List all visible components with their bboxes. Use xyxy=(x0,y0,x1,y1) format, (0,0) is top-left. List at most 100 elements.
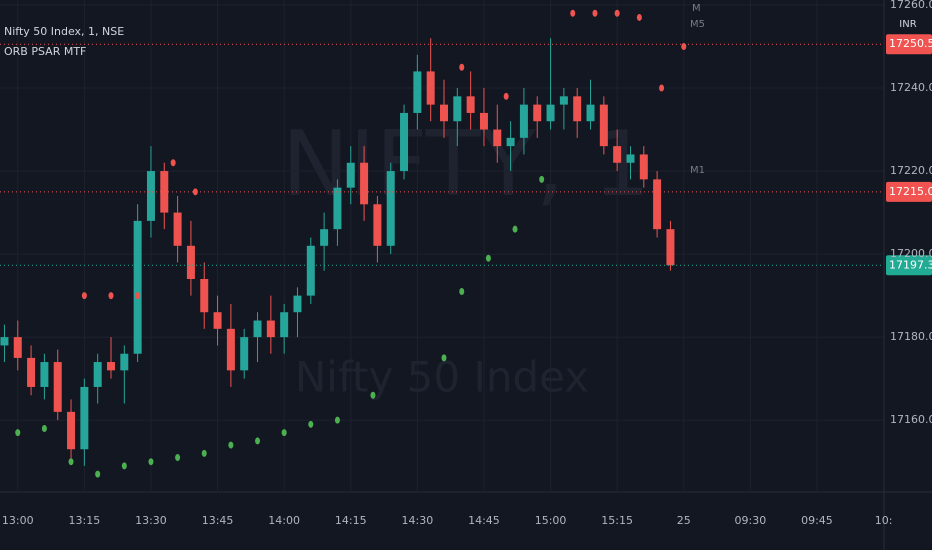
plot xyxy=(0,9,687,478)
psar-dot xyxy=(41,424,47,432)
x-tick-label: 13:00 xyxy=(2,514,34,527)
candle-body xyxy=(533,104,542,122)
psar-dot xyxy=(135,292,141,300)
psar-dot xyxy=(81,292,87,300)
overlay: 17250.55 17215.00 17197.30 xyxy=(0,34,932,276)
psar-dot xyxy=(592,9,598,17)
x-tick-label: 14:15 xyxy=(335,514,367,527)
psar-dot xyxy=(201,449,207,457)
candle-body xyxy=(653,179,662,230)
candle-body xyxy=(599,104,608,147)
indicator-name: ORB PSAR MTF xyxy=(4,45,86,58)
psar-dot xyxy=(308,420,314,428)
psar-dot xyxy=(659,84,665,92)
psar-dot xyxy=(636,13,642,21)
candle-body xyxy=(253,320,262,338)
x-tick-label: 14:45 xyxy=(468,514,500,527)
price-label: 17250.55 xyxy=(889,37,932,50)
psar-dot xyxy=(192,188,198,196)
candle-body xyxy=(639,154,648,180)
annotation: M5 xyxy=(690,19,705,30)
candle-body xyxy=(386,171,395,246)
x-tick-label: 15:00 xyxy=(535,514,567,527)
psar-dot xyxy=(539,175,545,183)
candle-body xyxy=(320,229,329,246)
psar-dot xyxy=(121,462,127,470)
x-tick-label: 09:45 xyxy=(801,514,833,527)
candle-body xyxy=(80,386,89,450)
price-label: 17215.00 xyxy=(889,185,932,198)
candle-body xyxy=(107,362,115,371)
x-tick-label: 10: xyxy=(875,514,893,527)
candle-body xyxy=(40,362,49,387)
candle-body xyxy=(186,245,195,280)
candle-body xyxy=(546,104,555,122)
candle-body xyxy=(453,96,462,122)
psar-dot xyxy=(170,159,176,167)
candle-body xyxy=(400,112,409,172)
candle-body xyxy=(266,320,275,338)
candle-body xyxy=(13,337,22,358)
candle-body xyxy=(493,129,502,147)
candle-body xyxy=(413,71,422,113)
psar-dot xyxy=(255,437,261,445)
y-tick-label: 17200.00 xyxy=(890,247,932,260)
x-tick-label: 13:30 xyxy=(135,514,167,527)
psar-dot xyxy=(108,292,114,300)
candle-body xyxy=(559,96,568,105)
psar-dot xyxy=(681,43,687,51)
candle-body xyxy=(293,295,302,313)
psar-dot xyxy=(281,429,287,437)
psar-dot xyxy=(441,354,447,362)
candle-body xyxy=(373,204,382,246)
x-tick-label: 25 xyxy=(677,514,691,527)
candle-body xyxy=(479,112,488,130)
psar-dot xyxy=(459,287,465,295)
x-tick-label: 15:15 xyxy=(601,514,633,527)
y-tick-label: 17160.00 xyxy=(890,413,932,426)
psar-dot xyxy=(614,9,620,17)
candle-body xyxy=(133,220,142,354)
grid xyxy=(0,0,885,492)
psar-dot xyxy=(148,458,154,466)
candle-body xyxy=(519,104,528,138)
psar-dot xyxy=(15,429,21,437)
psar-dot xyxy=(228,441,234,449)
candle-body xyxy=(67,411,76,450)
candle-body xyxy=(346,162,355,188)
psar-dot xyxy=(95,470,101,478)
candle-body xyxy=(466,96,475,113)
candle-body xyxy=(586,104,595,122)
chart-title: Nifty 50 Index, 1, NSE xyxy=(4,25,124,38)
psar-dot xyxy=(485,254,491,262)
candle-body xyxy=(93,362,102,387)
candle-body xyxy=(613,146,622,163)
psar-dot xyxy=(459,63,465,71)
candle-body xyxy=(440,104,448,122)
candle-body xyxy=(53,362,62,412)
y-tick-label: 17240.00 xyxy=(890,81,932,94)
x-tick-label: 13:15 xyxy=(69,514,101,527)
psar-dot xyxy=(512,225,518,233)
psar-dot xyxy=(68,458,74,466)
candle-body xyxy=(27,357,36,387)
candle-body xyxy=(626,154,635,163)
price-label-bg xyxy=(886,255,932,276)
annotation: M1 xyxy=(690,165,705,176)
candle-body xyxy=(426,71,435,105)
candle-body xyxy=(360,162,369,205)
candle-body xyxy=(213,312,222,329)
psar-dot xyxy=(503,92,509,100)
psar-dot xyxy=(334,416,340,424)
candle-body xyxy=(280,312,289,338)
price-label-bg xyxy=(886,34,932,55)
y-tick-label: 17260.00 xyxy=(890,0,932,11)
currency: INR xyxy=(899,19,916,30)
x-tick-label: 13:45 xyxy=(202,514,234,527)
candle-body xyxy=(666,229,675,266)
candle-body xyxy=(573,96,582,122)
price-label-bg xyxy=(886,181,932,202)
